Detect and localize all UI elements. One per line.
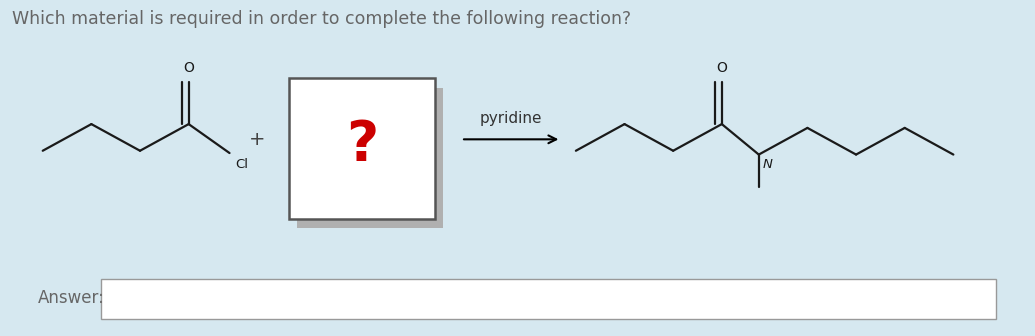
Bar (289, 78, 435, 219)
Text: +: + (248, 130, 265, 149)
Text: O: O (716, 60, 728, 75)
Bar (101, 279, 996, 319)
Text: Cl: Cl (235, 158, 248, 171)
Text: pyridine: pyridine (480, 111, 542, 126)
Text: N: N (763, 158, 772, 171)
Text: O: O (183, 60, 195, 75)
Text: Which material is required in order to complete the following reaction?: Which material is required in order to c… (12, 10, 631, 28)
Text: Answer:: Answer: (38, 289, 105, 307)
Text: ?: ? (346, 118, 378, 172)
Bar (297, 88, 443, 228)
